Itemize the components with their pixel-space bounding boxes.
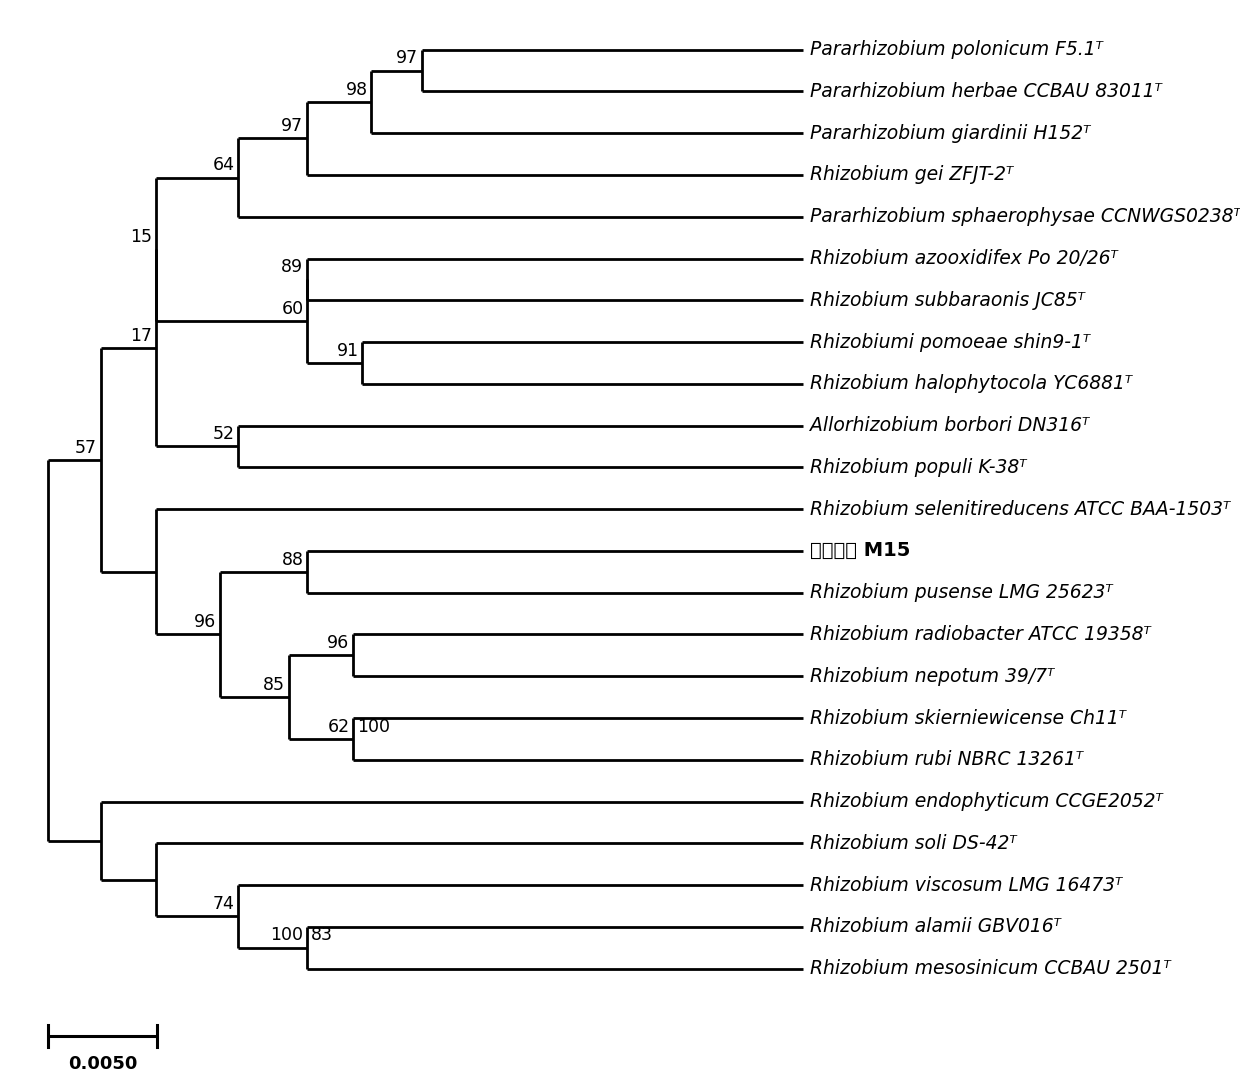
Text: 98: 98 xyxy=(346,81,368,98)
Text: Allorhizobium borbori DN316ᵀ: Allorhizobium borbori DN316ᵀ xyxy=(810,416,1090,435)
Text: 88: 88 xyxy=(281,550,304,569)
Text: 97: 97 xyxy=(396,49,418,68)
Text: 15: 15 xyxy=(130,228,153,246)
Text: Rhizobium gei ZFJT-2ᵀ: Rhizobium gei ZFJT-2ᵀ xyxy=(810,166,1013,185)
Text: Pararhizobium herbae CCBAU 83011ᵀ: Pararhizobium herbae CCBAU 83011ᵀ xyxy=(810,82,1162,100)
Text: Rhizobium nepotum 39/7ᵀ: Rhizobium nepotum 39/7ᵀ xyxy=(810,667,1054,686)
Text: 91: 91 xyxy=(336,342,358,359)
Text: Rhizobium populi K-38ᵀ: Rhizobium populi K-38ᵀ xyxy=(810,458,1027,477)
Text: 85: 85 xyxy=(263,676,285,693)
Text: Rhizobium pusense LMG 25623ᵀ: Rhizobium pusense LMG 25623ᵀ xyxy=(810,583,1114,602)
Text: Rhizobium endophyticum CCGE2052ᵀ: Rhizobium endophyticum CCGE2052ᵀ xyxy=(810,792,1163,811)
Text: Rhizobium soli DS-42ᵀ: Rhizobium soli DS-42ᵀ xyxy=(810,834,1017,853)
Text: 100: 100 xyxy=(357,717,389,736)
Text: Rhizobium alamii GBV016ᵀ: Rhizobium alamii GBV016ᵀ xyxy=(810,917,1061,936)
Text: Pararhizobium giardinii H152ᵀ: Pararhizobium giardinii H152ᵀ xyxy=(810,123,1091,143)
Text: Pararhizobium polonicum F5.1ᵀ: Pararhizobium polonicum F5.1ᵀ xyxy=(810,40,1104,59)
Text: 100: 100 xyxy=(270,926,304,945)
Text: 64: 64 xyxy=(212,156,234,175)
Text: 96: 96 xyxy=(193,614,216,631)
Text: Rhizobium selenitireducens ATCC BAA-1503ᵀ: Rhizobium selenitireducens ATCC BAA-1503… xyxy=(810,500,1230,519)
Text: Rhizobium viscosum LMG 16473ᵀ: Rhizobium viscosum LMG 16473ᵀ xyxy=(810,876,1122,894)
Text: Rhizobium mesosinicum CCBAU 2501ᵀ: Rhizobium mesosinicum CCBAU 2501ᵀ xyxy=(810,959,1171,978)
Text: 97: 97 xyxy=(281,117,304,135)
Text: 17: 17 xyxy=(130,327,153,345)
Text: Rhizobium radiobacter ATCC 19358ᵀ: Rhizobium radiobacter ATCC 19358ᵀ xyxy=(810,625,1151,644)
Text: 60: 60 xyxy=(281,300,304,318)
Text: 74: 74 xyxy=(213,895,234,913)
Text: 83: 83 xyxy=(311,926,332,945)
Text: Rhizobium halophytocola YC6881ᵀ: Rhizobium halophytocola YC6881ᵀ xyxy=(810,375,1132,393)
Text: 52: 52 xyxy=(212,425,234,443)
Text: Rhizobium skierniewicense Ch11ᵀ: Rhizobium skierniewicense Ch11ᵀ xyxy=(810,709,1126,727)
Text: 89: 89 xyxy=(281,258,304,276)
Text: 96: 96 xyxy=(327,634,350,652)
Text: Rhizobiumi pomoeae shin9-1ᵀ: Rhizobiumi pomoeae shin9-1ᵀ xyxy=(810,333,1090,352)
Text: 57: 57 xyxy=(74,439,97,456)
Text: Rhizobium rubi NBRC 13261ᵀ: Rhizobium rubi NBRC 13261ᵀ xyxy=(810,750,1084,769)
Text: Pararhizobium sphaerophysae CCNWGS0238ᵀ: Pararhizobium sphaerophysae CCNWGS0238ᵀ xyxy=(810,207,1240,226)
Text: Rhizobium azooxidifex Po 20/26ᵀ: Rhizobium azooxidifex Po 20/26ᵀ xyxy=(810,249,1118,268)
Text: 0.0050: 0.0050 xyxy=(68,1055,138,1073)
Text: 62: 62 xyxy=(327,717,350,736)
Text: Rhizobium subbaraonis JC85ᵀ: Rhizobium subbaraonis JC85ᵀ xyxy=(810,290,1085,310)
Text: 内生细菌 M15: 内生细菌 M15 xyxy=(810,542,910,560)
